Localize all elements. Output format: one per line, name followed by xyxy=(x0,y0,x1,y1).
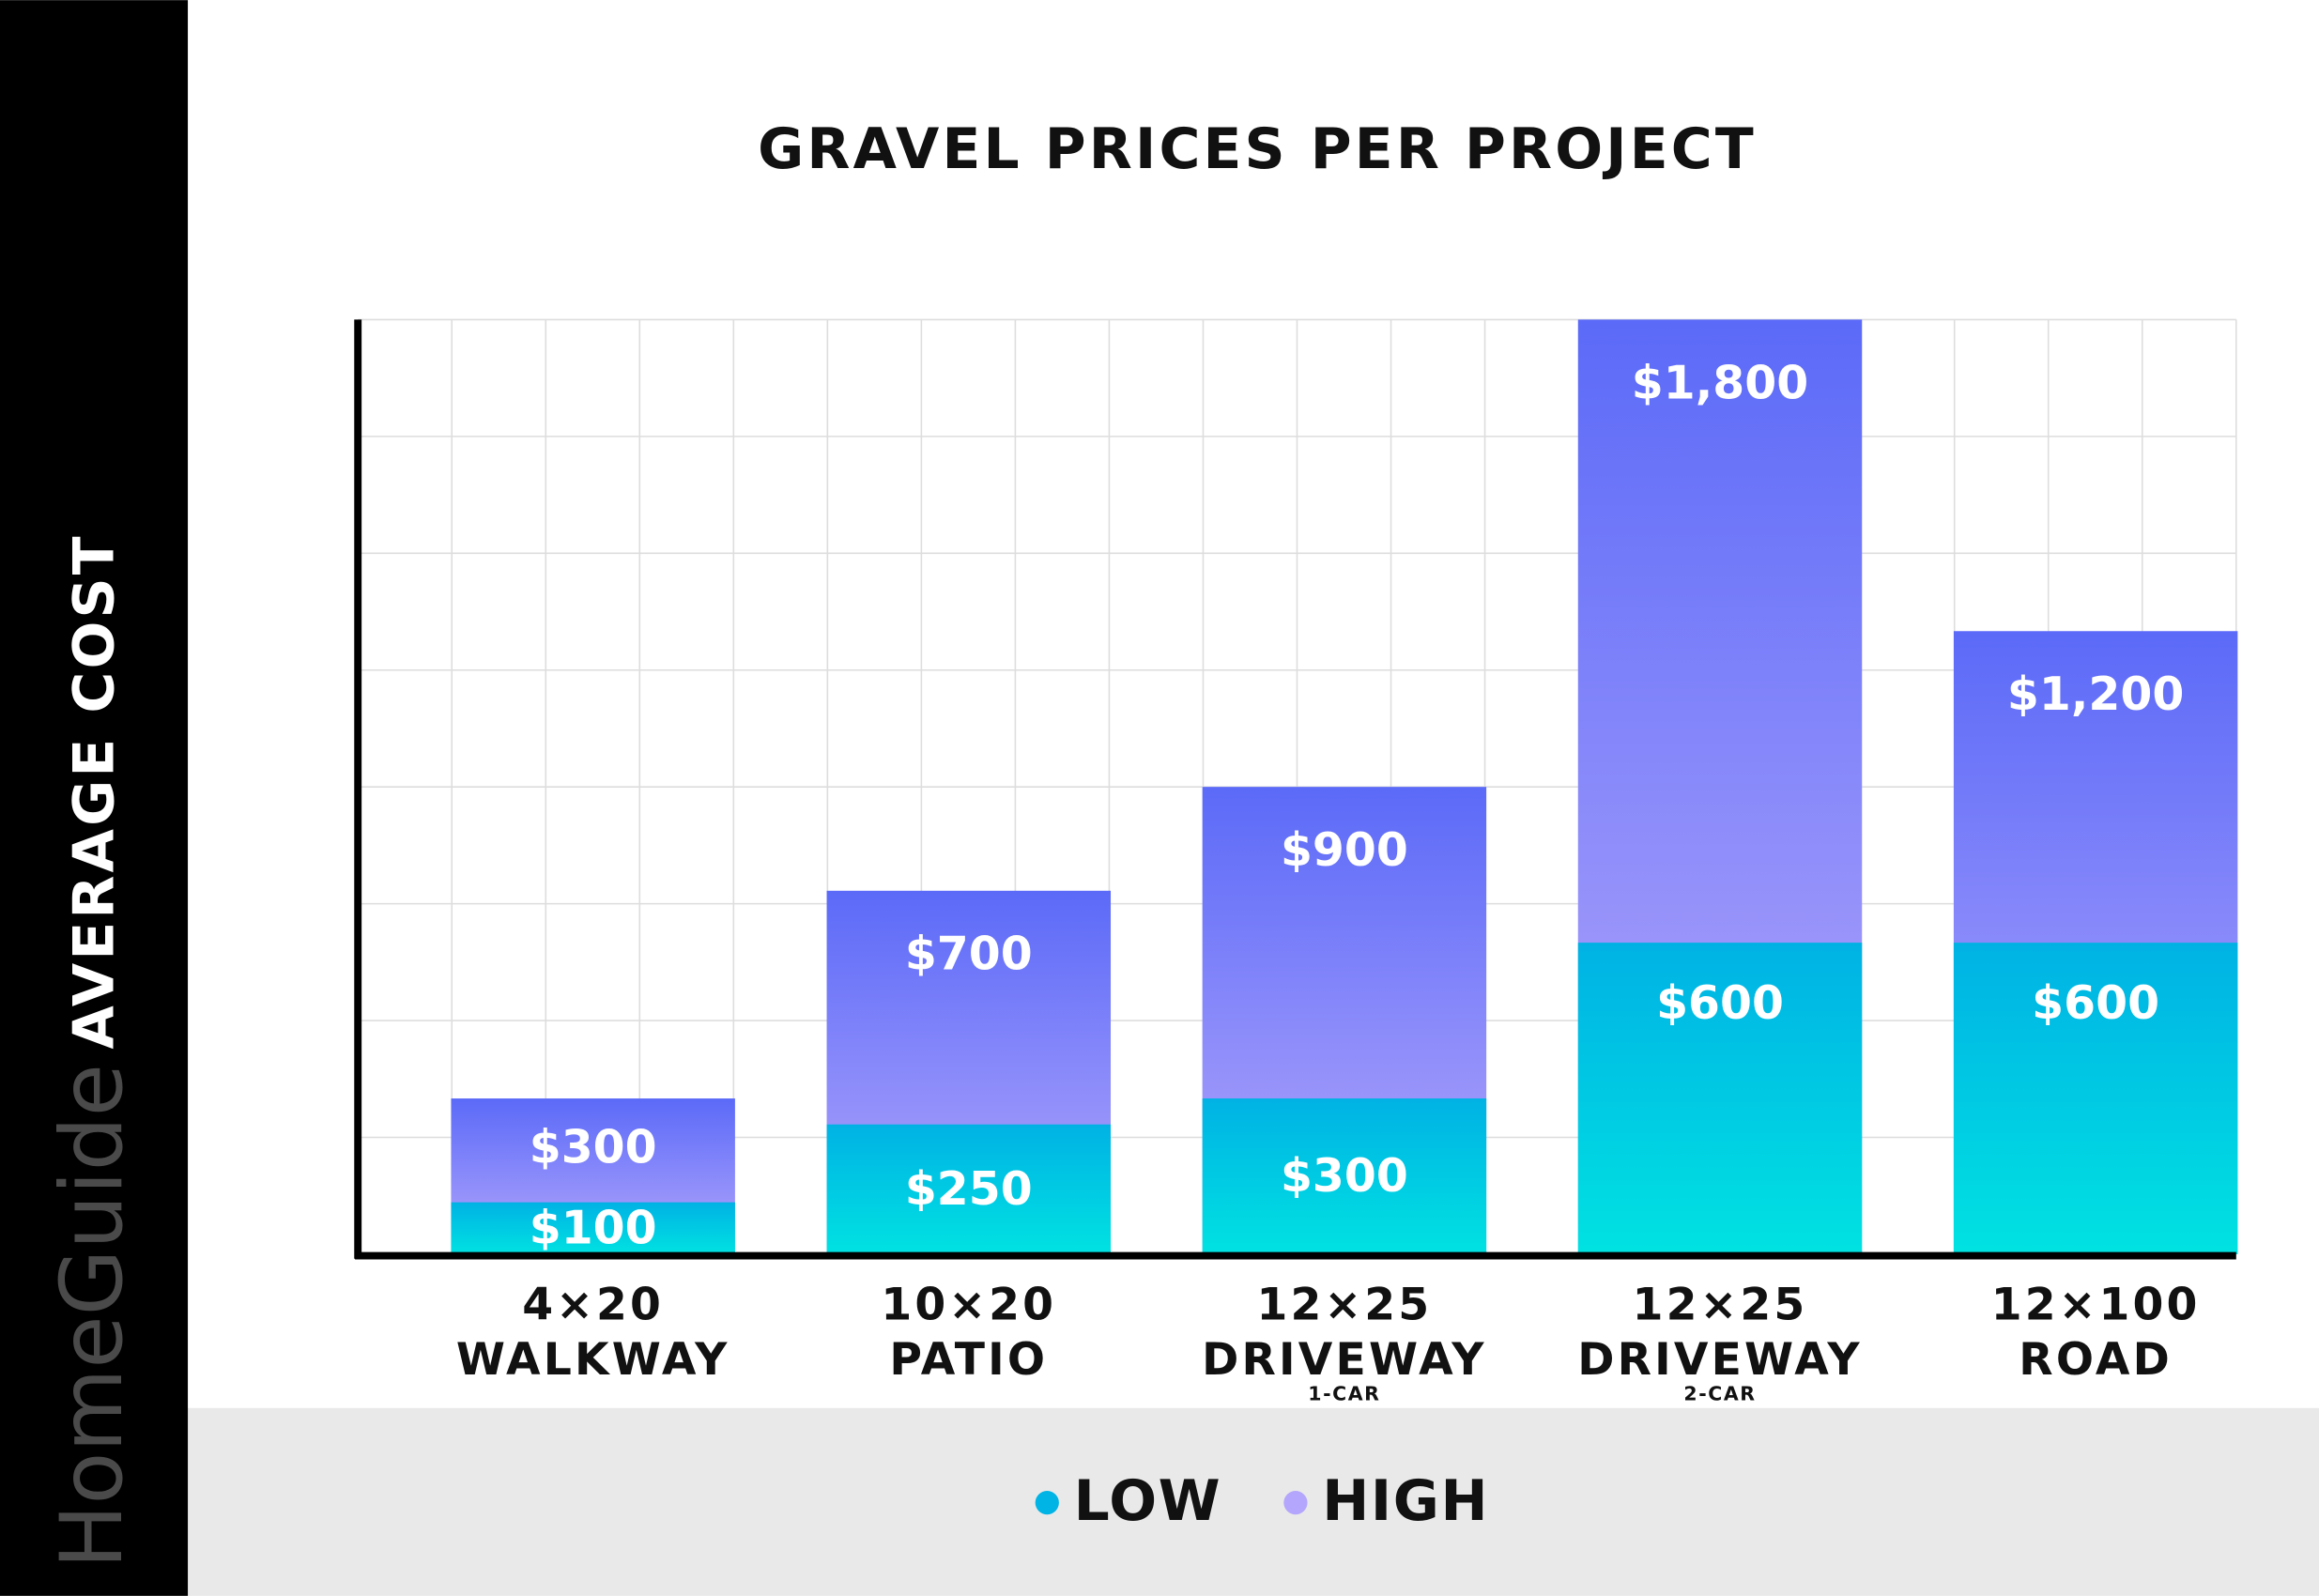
value-label: $1,800 xyxy=(1632,356,1808,409)
value-label: $100 xyxy=(530,1201,657,1254)
chart-title: GRAVEL PRICES PER PROJECT xyxy=(758,116,1757,182)
legend-label: LOW xyxy=(1074,1468,1222,1534)
x-tick-label: 12×100 xyxy=(1991,1280,2201,1331)
legend-band xyxy=(188,1407,2319,1596)
x-tick-label: PATIO xyxy=(889,1334,1048,1386)
legend-swatch xyxy=(1283,1491,1308,1515)
x-tick-label: DRIVEWAY xyxy=(1577,1334,1863,1386)
x-tick-label: 10×20 xyxy=(881,1280,1056,1331)
x-tick-label: WALKWAY xyxy=(456,1334,730,1386)
x-tick-label: ROAD xyxy=(2019,1334,2173,1386)
value-label: $300 xyxy=(1281,1149,1408,1203)
bar-low xyxy=(451,1202,735,1254)
x-tick-label: 12×25 xyxy=(1633,1280,1808,1331)
legend-swatch xyxy=(1035,1491,1059,1515)
bar-low xyxy=(826,1124,1112,1254)
bar-low xyxy=(1577,943,1863,1254)
brand: HomeGuide xyxy=(41,1064,142,1569)
legend-label: HIGH xyxy=(1322,1468,1489,1534)
value-label: $600 xyxy=(2032,976,2159,1030)
y-axis-label: AVERAGE COST xyxy=(62,533,128,1049)
x-tick-label: 2-CAR xyxy=(1683,1383,1756,1405)
x-tick-label: 1-CAR xyxy=(1308,1383,1380,1405)
value-label: $700 xyxy=(905,928,1033,981)
value-label: $1,200 xyxy=(2007,668,2184,721)
value-label: $600 xyxy=(1656,976,1784,1030)
bar-low xyxy=(1202,1098,1487,1254)
value-label: $300 xyxy=(530,1120,657,1174)
value-label: $250 xyxy=(905,1162,1033,1216)
bar-low xyxy=(1953,943,2238,1254)
x-tick-label: DRIVEWAY xyxy=(1202,1334,1486,1386)
x-tick-label: 4×20 xyxy=(522,1280,664,1331)
x-tick-label: 12×25 xyxy=(1256,1280,1432,1331)
side-band xyxy=(0,0,189,1596)
value-label: $900 xyxy=(1281,823,1408,877)
